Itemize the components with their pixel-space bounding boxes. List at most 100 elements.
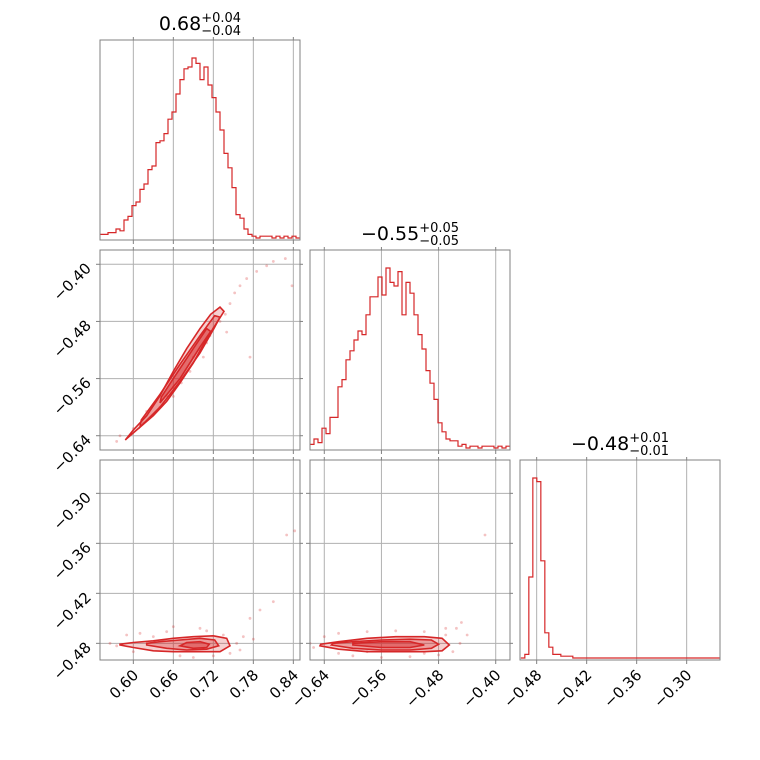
x-tick-label: 0.78 [226,666,262,702]
scatter-point [223,312,227,316]
hist-grid-0 [132,40,294,240]
x-tick-label: −0.30 [650,666,695,711]
scatter-point [437,653,440,657]
scatter-point [483,533,487,537]
scatter-point [115,644,119,648]
scatter-point [337,651,340,655]
scatter-point [238,648,242,652]
scatter-point [228,651,232,655]
contour-fill [160,328,211,403]
scatter-point [380,656,383,659]
y-tick-label: −0.64 [50,431,95,476]
scatter-point [265,264,269,268]
histogram-1 [310,267,510,449]
scatter-point [205,629,209,633]
scatter-point [422,651,426,655]
histogram-0 [100,57,300,239]
scatter-point [171,395,175,398]
y-tick-label: −0.30 [50,488,95,533]
x-tick-label: 0.60 [106,666,142,702]
panel-frame [309,459,511,661]
scatter-point [455,626,458,630]
x-tick-label: −0.42 [550,666,595,711]
scatter-point [118,434,122,438]
x-tick-label: −0.36 [600,666,645,711]
pair-panel-1-2: −0.40−0.48−0.56−0.64 [288,457,513,711]
y-tick-label: −0.40 [50,259,95,304]
scatter-point [271,260,275,263]
panel-frame [519,459,721,661]
hist-panel-1: −0.55+0.05−0.05 [309,221,511,454]
contour-line [145,637,220,651]
contour-line [138,314,222,430]
scatter-point [211,654,215,658]
scatter-point [245,277,249,280]
scatter-point [108,641,112,645]
scatter-point [218,320,222,323]
x-tick-label: 0.66 [146,666,182,702]
scatter-point [460,621,463,624]
scatter-point [235,641,239,645]
scatter-point [165,630,169,634]
scatter-point [258,608,262,612]
scatter-point [115,440,119,443]
contour-line [159,327,212,404]
scatter-point [238,284,242,288]
contour-line [329,638,441,651]
scatter-point [233,291,237,295]
panel-frame [99,39,301,241]
hist-grid-2 [536,460,688,660]
contour-line [177,640,211,650]
x-tick-label: −0.40 [459,666,504,711]
scatter-point [312,646,315,649]
x-tick-label: 0.72 [186,666,222,702]
title-upper: +0.01 [629,431,669,446]
pair-grid [100,460,300,660]
scatter-point [394,629,398,633]
title-median: −0.48 [571,433,629,455]
scatter-point [125,633,129,637]
x-tick-label: −0.48 [402,666,447,711]
scatter-point [285,533,289,537]
title-upper: +0.04 [201,11,241,26]
histogram-2 [520,477,720,659]
title-median: 0.68 [159,13,201,35]
pair-body [310,533,487,659]
scatter-point [322,635,326,639]
title-lower: −0.04 [201,24,241,39]
contour-line [318,635,451,653]
scatter-point [151,635,155,639]
pair-body [108,529,297,659]
scatter-point [251,637,255,641]
scatter-point [422,630,426,634]
pair-panel-0-2: −0.48−0.42−0.36−0.300.60 0.66 0.72 0.78 0.84 [50,457,303,702]
contour-line [119,634,232,653]
scatter-point [351,654,355,658]
scatter-point [201,355,205,359]
scatter-point [337,631,340,635]
contour-line [352,640,425,649]
y-tick-label: −0.36 [50,538,95,583]
scatter-point [221,633,225,637]
y-tick-label: −0.48 [50,317,95,362]
scatter-point [225,330,229,334]
scatter-point [171,625,175,629]
y-tick-label: −0.42 [50,588,95,633]
scatter-point [138,631,142,635]
title-lower: −0.05 [419,234,459,249]
param-title-0: 0.68+0.04 [159,11,241,35]
contour-line [124,306,226,441]
pair-panel-0-1: −0.40 −0.48 −0.56 −0.64 [50,247,303,476]
hist-panel-2: −0.48+0.01−0.01−0.48 −0.42 −0.36 −0.30 [500,431,721,711]
x-tick-label: −0.48 [500,666,545,711]
scatter-point [293,529,297,533]
panel-frame [309,249,511,451]
scatter-point [178,654,182,658]
scatter-point [131,650,135,654]
param-title-1: −0.55+0.05 [361,221,459,245]
scatter-point [255,270,259,273]
scatter-point [248,616,252,620]
scatter-point [444,626,448,630]
y-tick-label: −0.48 [50,638,95,683]
